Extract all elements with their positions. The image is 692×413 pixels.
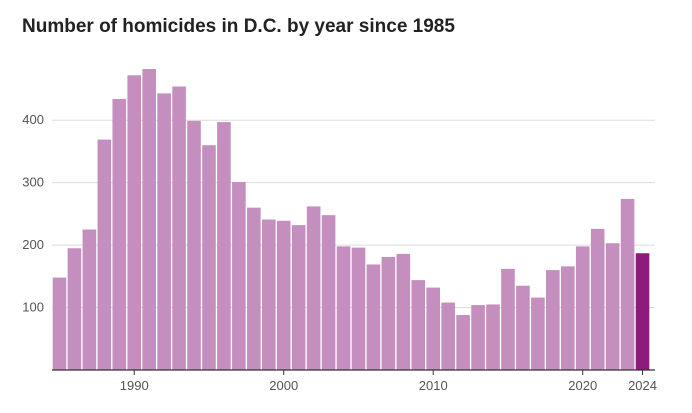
y-tick-label-400: 400 — [22, 112, 44, 127]
bar-2000 — [276, 220, 291, 370]
y-tick-label-100: 100 — [22, 300, 44, 315]
bar-2013 — [471, 305, 485, 370]
bar-2024 — [635, 253, 650, 370]
bar-2018 — [546, 270, 560, 370]
bar-2007 — [381, 256, 396, 370]
bar-2017 — [531, 297, 545, 370]
bar-1990 — [127, 75, 142, 370]
bar-2022 — [605, 243, 620, 370]
bar-2005 — [351, 247, 366, 370]
x-tick-label-2024: 2024 — [628, 378, 657, 393]
bar-1998 — [247, 207, 261, 370]
y-tick-labels: 100 200 300 400 — [22, 112, 44, 314]
bar-1996 — [217, 122, 231, 371]
bar-2011 — [441, 302, 455, 370]
x-axis: 1990 2000 2010 2020 2024 — [52, 369, 657, 393]
y-tick-label-200: 200 — [22, 237, 44, 252]
bar-1986 — [67, 248, 82, 370]
bar-1995 — [202, 145, 216, 370]
x-tick-label-2010: 2010 — [419, 378, 448, 393]
bar-2019 — [560, 266, 575, 370]
bar-2015 — [501, 268, 515, 370]
y-tick-label-300: 300 — [22, 175, 44, 190]
bar-2003 — [321, 215, 336, 370]
x-tick-label-1990: 1990 — [120, 378, 149, 393]
bar-1997 — [232, 182, 246, 370]
bar-1999 — [261, 219, 276, 370]
bar-1987 — [82, 229, 97, 370]
bar-2004 — [336, 246, 351, 370]
bar-2016 — [516, 285, 530, 370]
x-tick-label-2000: 2000 — [269, 378, 298, 393]
x-tick-label-2020: 2020 — [568, 378, 597, 393]
bar-2002 — [306, 206, 321, 370]
bar-2021 — [590, 228, 605, 370]
bar-1985 — [52, 277, 67, 370]
bar-1993 — [172, 86, 186, 370]
bar-2012 — [456, 315, 470, 370]
bar-2008 — [396, 253, 411, 370]
bar-2020 — [575, 246, 590, 370]
bar-1994 — [187, 120, 201, 370]
bar-2006 — [366, 264, 381, 370]
bar-2010 — [426, 287, 441, 370]
chart-title: Number of homicides in D.C. by year sinc… — [22, 16, 455, 37]
bars — [52, 69, 650, 371]
bar-1992 — [157, 93, 171, 370]
bar-2001 — [291, 225, 306, 370]
bar-2009 — [411, 280, 426, 370]
bar-1989 — [112, 99, 127, 370]
bar-1988 — [97, 139, 112, 370]
bar-1991 — [142, 69, 156, 371]
bar-2023 — [620, 198, 635, 370]
bar-2014 — [486, 304, 500, 370]
